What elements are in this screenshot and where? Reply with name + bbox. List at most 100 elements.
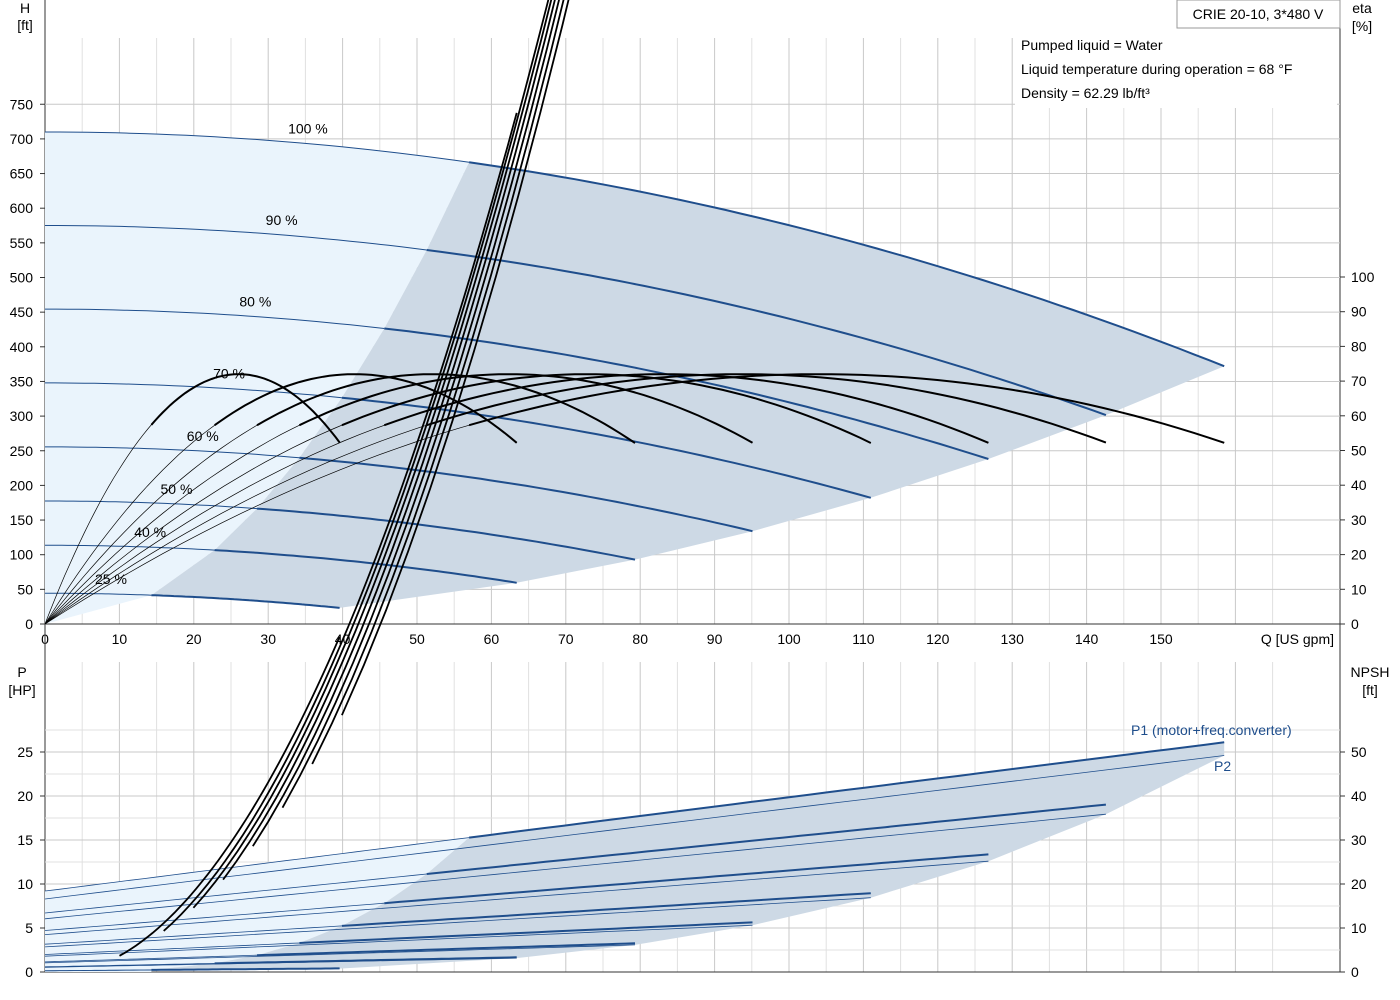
h-tick-label: 350 (10, 373, 34, 389)
speed-label: 50 % (161, 481, 193, 497)
p1-curve-extension (44, 954, 258, 963)
operating-range-fills (45, 132, 1225, 624)
head-curve (341, 396, 872, 499)
p-tick-label: 25 (17, 744, 33, 760)
speed-label: 40 % (134, 524, 166, 540)
p1-curve-extension (44, 902, 385, 931)
p-axis-unit: [HP] (8, 682, 35, 698)
p1-curve-extension (44, 925, 342, 945)
npsh-tick-label: 40 (1351, 788, 1367, 804)
eta-tick-label: 30 (1351, 512, 1367, 528)
npsh-curve (192, 0, 550, 909)
head-curve (468, 161, 1225, 368)
h-tick-label: 650 (10, 166, 34, 182)
eta-tick-label: 100 (1351, 269, 1375, 285)
h-axis-unit: [ft] (17, 17, 33, 33)
head-curve (256, 507, 636, 561)
p1-curve (256, 942, 636, 957)
title-box-text: CRIE 20-10, 3*480 V (1193, 6, 1324, 22)
eta-tick-label: 10 (1351, 581, 1367, 597)
info-box-bg (1015, 30, 1337, 108)
info-line-temperature: Liquid temperature during operation = 68… (1021, 61, 1292, 77)
power-range-fills (45, 742, 1225, 972)
efficiency-curve (341, 373, 872, 444)
p1-curve-extension (44, 963, 215, 968)
head-curve-extension (45, 308, 385, 329)
q-tick-label: 10 (112, 631, 128, 647)
eta-tick-label: 40 (1351, 477, 1367, 493)
head-curve-extension (45, 225, 427, 251)
h-tick-label: 0 (25, 616, 33, 632)
head-curve (384, 327, 989, 460)
h-tick-label: 250 (10, 443, 34, 459)
h-tick-label: 50 (17, 581, 33, 597)
q-tick-label: 140 (1075, 631, 1099, 647)
p2-series-label: P2 (1214, 758, 1231, 774)
speed-label: 60 % (187, 428, 219, 444)
npsh-curve (222, 0, 553, 881)
power-operating-fill (151, 742, 1225, 970)
head-curve (214, 549, 517, 584)
head-curve (299, 456, 753, 533)
h-tick-label: 550 (10, 235, 34, 251)
q-tick-label: 60 (484, 631, 500, 647)
p-tick-label: 5 (25, 920, 33, 936)
p1-series-label: P1 (motor+freq.converter) (1131, 722, 1292, 738)
h-axis-label: H (20, 0, 30, 16)
h-tick-label: 400 (10, 339, 34, 355)
p2-curve (44, 897, 871, 948)
p1-curve (341, 892, 871, 927)
h-tick-label: 600 (10, 200, 34, 216)
h-tick-label: 700 (10, 131, 34, 147)
p2-curve (44, 813, 1106, 920)
eta-axis-label: eta (1352, 0, 1372, 16)
speed-label: 90 % (266, 212, 298, 228)
speed-label: 100 % (288, 121, 328, 137)
q-tick-label: 110 (852, 631, 875, 647)
efficiency-curve (214, 373, 518, 444)
h-tick-label: 100 (10, 547, 34, 563)
npsh-axis-label: NPSH (1351, 664, 1390, 680)
efficiency-curves (44, 373, 1225, 625)
npsh-tick-label: 30 (1351, 832, 1367, 848)
p-tick-label: 20 (17, 788, 33, 804)
power-axis-ticks: 0 5 10 15 20 25 0 10 20 30 40 50 (17, 744, 1366, 980)
speed-label: 70 % (213, 366, 245, 382)
npsh-axis-unit: [ft] (1362, 682, 1378, 698)
npsh-curve (281, 0, 560, 809)
h-tick-label: 450 (10, 304, 34, 320)
eta-tick-label: 50 (1351, 443, 1367, 459)
p2-curve (44, 755, 1225, 900)
info-line-pumped-liquid: Pumped liquid = Water (1021, 37, 1163, 53)
power-curves (44, 0, 1225, 972)
q-tick-label: 30 (260, 631, 276, 647)
p2-curve (44, 860, 989, 935)
q-tick-label: 150 (1149, 631, 1173, 647)
h-tick-label: 150 (10, 512, 34, 528)
npsh-curve (311, 0, 565, 765)
npsh-curve (341, 0, 570, 716)
npsh-tick-label: 20 (1351, 876, 1367, 892)
npsh-curve (163, 112, 518, 932)
p1-curve-extension (44, 837, 470, 892)
efficiency-curve (298, 373, 753, 444)
npsh-tick-label: 50 (1351, 744, 1367, 760)
p1-curve (384, 853, 989, 905)
head-curve-extension (44, 592, 152, 596)
p-tick-label: 10 (17, 876, 33, 892)
eta-tick-label: 60 (1351, 408, 1367, 424)
speed-labels: 100 % 90 % 80 % 70 % 60 % 50 % 40 % 25 % (95, 121, 328, 587)
speed-label: 25 % (95, 571, 127, 587)
q-tick-label: 20 (186, 631, 202, 647)
efficiency-curve (468, 373, 1225, 444)
head-curve-extension (45, 500, 258, 510)
npsh-tick-label: 10 (1351, 920, 1367, 936)
q-tick-label: 50 (409, 631, 425, 647)
q-tick-label: 90 (707, 631, 723, 647)
q-tick-label: 70 (558, 631, 574, 647)
h-tick-label: 750 (10, 96, 34, 112)
npsh-tick-label: 0 (1351, 964, 1359, 980)
speed-label: 80 % (239, 294, 271, 310)
efficiency-curve (383, 373, 989, 444)
eta-tick-label: 0 (1351, 616, 1359, 632)
